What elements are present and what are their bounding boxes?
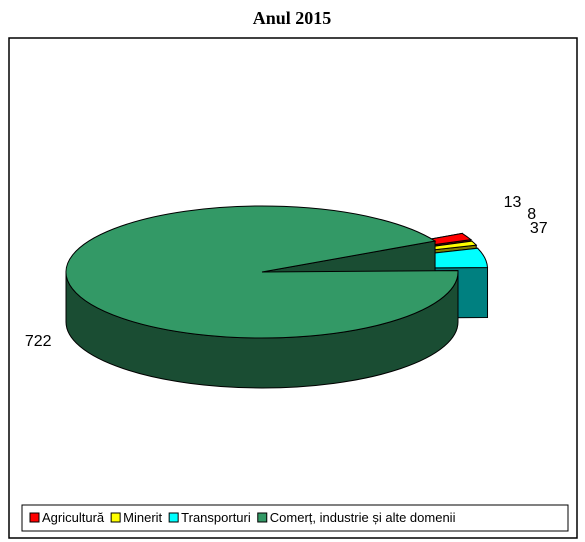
legend-swatch xyxy=(110,512,121,523)
data-label: 8 xyxy=(527,206,536,223)
legend-label: Minerit xyxy=(123,510,162,525)
legend-box xyxy=(21,504,569,532)
chart-title: Anul 2015 xyxy=(253,8,332,28)
data-label: 37 xyxy=(530,220,548,237)
legend-label: Transporturi xyxy=(181,510,251,525)
legend-swatch xyxy=(257,512,268,523)
chart-border xyxy=(8,37,578,539)
legend-swatch xyxy=(29,512,40,523)
legend-label: Agricultură xyxy=(42,510,105,525)
data-label: 13 xyxy=(504,194,522,211)
legend-label: Comerț, industrie și alte domenii xyxy=(270,510,456,525)
slice xyxy=(65,205,459,339)
legend-swatch xyxy=(168,512,179,523)
data-label: 722 xyxy=(25,333,52,350)
